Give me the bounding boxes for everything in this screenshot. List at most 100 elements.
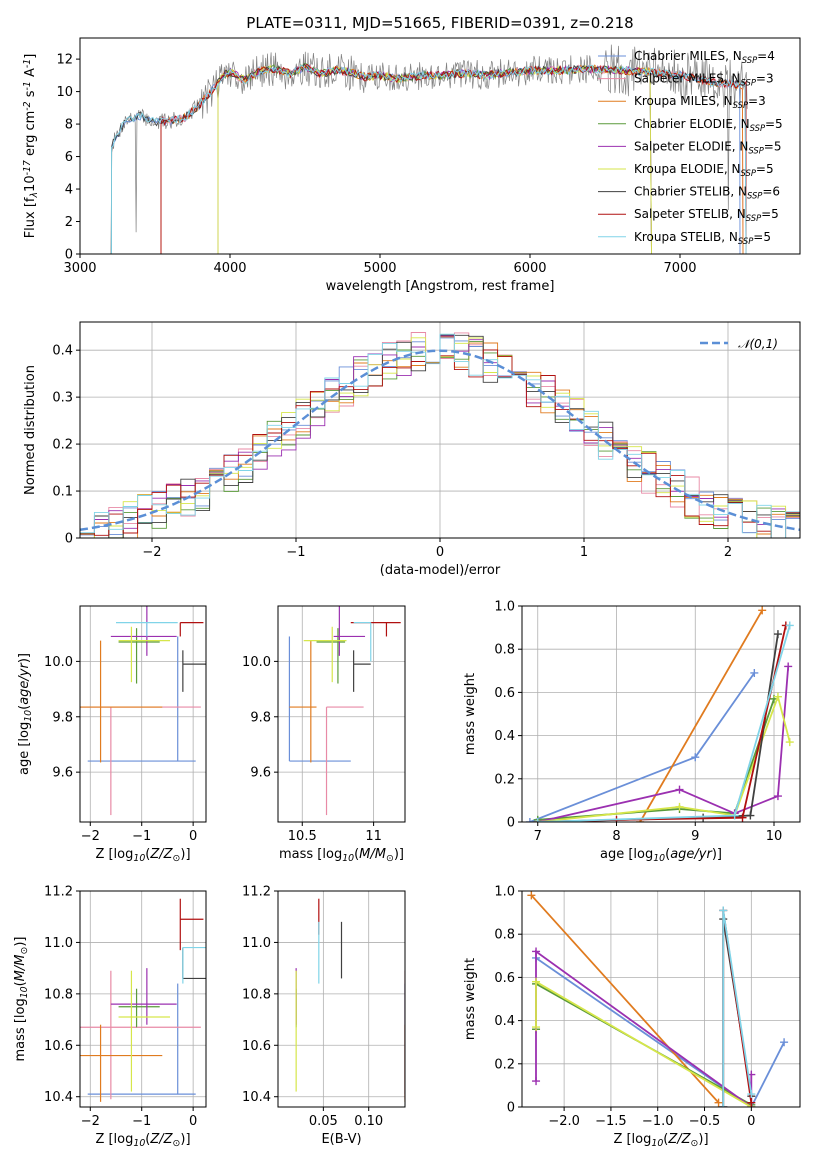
y-axis-label: Flux [fλ10-17 erg cm-2 s-1 A-1] (22, 54, 40, 239)
x-tick-label: 8 (612, 829, 620, 844)
legend-name: Kroupa ELODIE, N (634, 162, 741, 176)
model-fit-8 (111, 64, 747, 254)
axes-frame (277, 605, 406, 823)
y-tick-label: 0.8 (494, 643, 515, 658)
x-tick-label: 4000 (213, 261, 246, 276)
x-tick-label: 10.5 (288, 829, 317, 844)
y-tick-label: 11.0 (242, 936, 271, 951)
weight-series-1 (639, 609, 763, 822)
legend-label-8: Kroupa STELIB, NSSP=5 (634, 230, 771, 246)
label-part: mass [log (279, 847, 342, 862)
label-part: A (23, 68, 38, 81)
observed-spectrum (110, 44, 748, 254)
x-tick-label: −1.0 (642, 1114, 674, 1129)
x-tick-label: 9 (691, 829, 699, 844)
y-tick-label: 10.0 (242, 655, 271, 670)
y-tick-label: 10.8 (242, 987, 271, 1002)
y-tick-label: 0.4 (494, 1014, 515, 1029)
y-axis-label: mass weight (463, 673, 478, 755)
plot-area (80, 332, 800, 538)
label-part: ⊙ (386, 853, 394, 864)
y-tick-label: 0 (65, 532, 73, 547)
legend-name: Chabrier MILES, N (634, 49, 742, 63)
y-tick-label: 0.4 (52, 344, 73, 359)
legend-label-2: Kroupa MILES, NSSP=3 (634, 94, 766, 110)
label-part: Z/Z (149, 847, 173, 862)
label-part: 10 (133, 1138, 145, 1149)
x-tick-label: −2 (81, 1114, 100, 1129)
y-tick-label: 12 (56, 53, 73, 68)
y-tick-label: 11.2 (242, 885, 271, 900)
legend-name: Salpeter MILES, N (634, 72, 741, 86)
label-part: Z/Z (149, 1132, 173, 1147)
label-part: ( (665, 847, 670, 862)
x-axis-label: wavelength [Angstrom, rest frame] (326, 279, 555, 294)
x-axis-label: (data-model)/error (380, 563, 501, 578)
weight-marker (675, 785, 684, 794)
gaussian-curve (80, 349, 800, 532)
label-part: -1 (22, 81, 33, 90)
legend-name: Salpeter STELIB, N (634, 207, 746, 221)
legend-name: Kroupa STELIB, N (634, 230, 738, 244)
legend-sub: SSP (741, 78, 757, 88)
legend-label-4: Salpeter ELODIE, NSSP=5 (634, 139, 782, 155)
y-tick-label: 9.6 (52, 766, 73, 781)
y-tick-label: 0.2 (494, 772, 515, 787)
label-part: Z [log (95, 847, 133, 862)
legend-count: =4 (757, 49, 775, 63)
label-part: )] (180, 847, 190, 862)
axes-frame (79, 37, 801, 255)
y-tick-label: 6 (65, 150, 73, 165)
legend-sub: SSP (733, 100, 749, 110)
axes-age-vs-mass: 10.5 11 9.6 9.8 10.0 mass [log10(M/M⊙)] (242, 605, 406, 864)
x-tick-label: −1 (286, 545, 305, 560)
axes-frame (79, 890, 207, 1108)
x-tick-label: −2 (142, 545, 161, 560)
plot-area (288, 606, 401, 816)
weight-marker (780, 1038, 789, 1047)
label-part: )] (180, 1132, 190, 1147)
weight-marker (719, 1103, 728, 1107)
label-part: ⊙ (173, 853, 181, 864)
model-fit-7 (160, 63, 747, 254)
x-axis-label: E(B-V) (321, 1132, 361, 1147)
legend-name: Chabrier STELIB, N (634, 185, 747, 199)
figure-title: PLATE=0311, MJD=51665, FIBERID=0391, z=0… (246, 14, 633, 32)
legend-count: =5 (765, 117, 783, 131)
label-part: -1 (22, 59, 33, 68)
x-axis-label: Z [log10(Z/Z⊙)] (613, 1132, 708, 1149)
legend-sub: SSP (748, 145, 764, 155)
y-tick-label: 0.6 (494, 971, 515, 986)
label-part: age/yr (17, 661, 32, 704)
axes-weight-vs-Z: −2.0 −1.5 −1.0 −0.5 0 0 0.2 0.4 0.6 0.8 1.0 Z [log1… (463, 885, 801, 1149)
y-tick-label: 10.4 (44, 1090, 73, 1105)
axes-spectrum: 3000 4000 5000 6000 7000 0 2 4 6 8 10 12 wavelength … (22, 37, 801, 294)
y-tick-label: 10.6 (242, 1039, 271, 1054)
label-part: 10 (19, 986, 30, 998)
weight-marker (532, 977, 541, 986)
y-axis-label: mass weight (463, 958, 478, 1040)
plot-layer: 3000 4000 5000 6000 7000024681012wavelength … (13, 37, 801, 1149)
label-part: )] (698, 1132, 708, 1147)
legend-count: =5 (764, 139, 782, 153)
x-tick-label: 7 (534, 829, 542, 844)
label-part: )] (394, 847, 404, 862)
weight-marker (525, 818, 534, 822)
weight-marker (532, 1077, 541, 1086)
model-fit-3 (217, 63, 652, 254)
weight-marker (532, 947, 541, 956)
gridlines (80, 606, 206, 822)
x-tick-label: 0 (189, 1114, 197, 1129)
x-tick-label: −2.0 (548, 1114, 580, 1129)
x-axis-label: age [log10(age/yr)] (600, 847, 722, 864)
weight-marker (747, 1090, 756, 1099)
x-tick-label: −2 (81, 829, 100, 844)
x-tick-label: 10 (766, 829, 783, 844)
weight-series-4 (535, 980, 752, 1107)
y-tick-label: 11.0 (44, 936, 73, 951)
axes-frame (277, 890, 406, 1108)
weight-marker (773, 630, 782, 639)
weight-marker (784, 662, 793, 671)
model-fit-1 (160, 63, 744, 254)
label-part: age [log (600, 847, 653, 862)
